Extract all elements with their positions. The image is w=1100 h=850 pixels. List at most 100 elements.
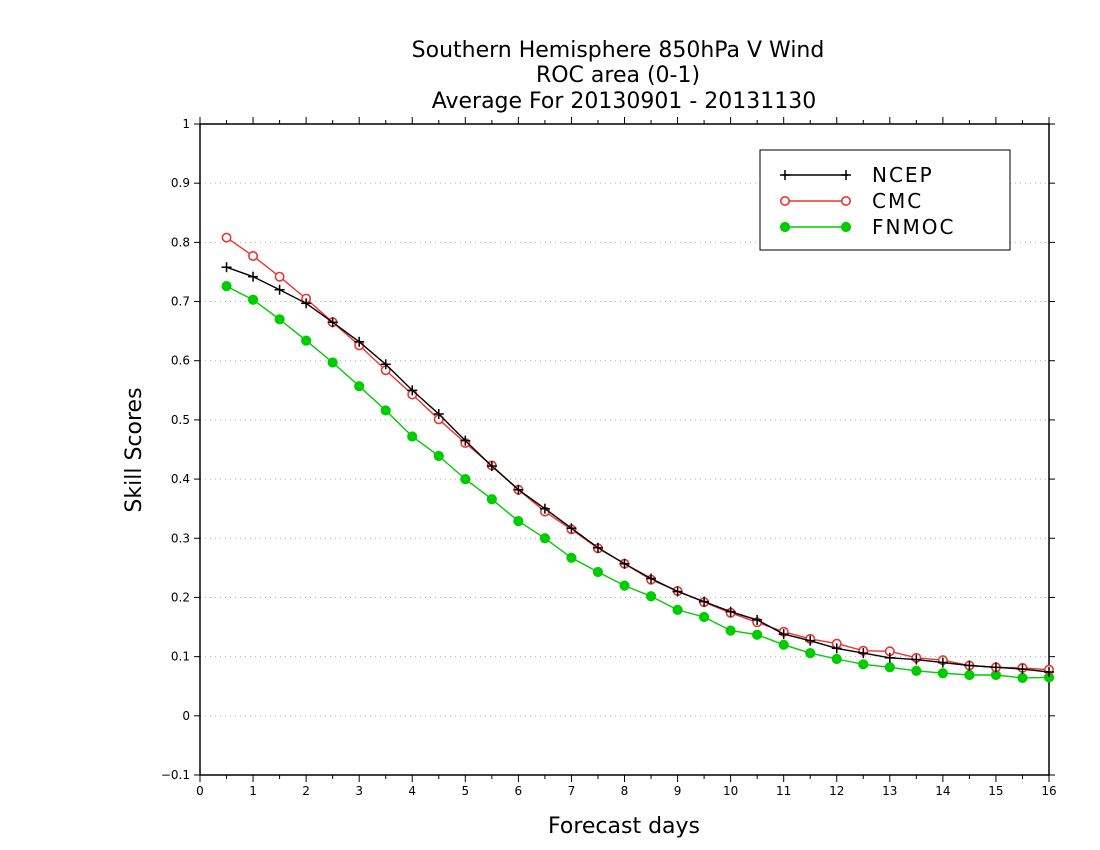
data-point-ncep (937, 657, 948, 668)
x-tick-label: 14 (935, 784, 950, 798)
data-point-cmc (248, 250, 259, 261)
series-line-cmc (226, 237, 1050, 671)
y-tick-label: 0 (182, 709, 190, 723)
data-point-ncep (752, 614, 763, 625)
data-point-ncep (301, 298, 312, 309)
data-point-ncep (911, 654, 922, 665)
data-point-ncep (964, 660, 975, 671)
data-point-fnmoc (486, 494, 497, 505)
data-point-fnmoc (752, 629, 763, 640)
y-tick-label: −0.1 (161, 768, 190, 782)
data-point-ncep (831, 643, 842, 654)
x-tick-label: 7 (568, 784, 576, 798)
data-point-cmc (274, 271, 285, 282)
y-tick-label: 0.7 (171, 295, 190, 309)
data-point-ncep (460, 435, 471, 446)
x-tick-label: 0 (196, 784, 204, 798)
data-point-fnmoc (247, 294, 259, 305)
data-point-fnmoc (1017, 672, 1028, 684)
y-tick-label: 0.6 (171, 354, 190, 368)
data-point-fnmoc (433, 450, 444, 462)
series-line-ncep (226, 266, 1050, 673)
legend-marker-ncep (780, 170, 790, 180)
data-point-fnmoc (407, 431, 418, 442)
legend-marker-cmc (840, 196, 851, 207)
data-point-fnmoc (778, 639, 789, 650)
data-point-ncep (221, 262, 232, 273)
data-point-ncep (433, 408, 444, 419)
data-point-ncep (566, 523, 577, 534)
x-tick-label: 11 (776, 784, 791, 798)
data-point-fnmoc (274, 314, 285, 325)
x-tick-label: 2 (302, 784, 310, 798)
data-point-ncep (354, 336, 365, 347)
data-point-fnmoc (725, 625, 736, 636)
series-ncep (221, 262, 1054, 678)
x-tick-label: 16 (1041, 784, 1056, 798)
x-tick-label: 3 (355, 784, 363, 798)
legend-item-ncep: NCEP (780, 163, 934, 187)
data-point-fnmoc (672, 604, 683, 615)
series-layer (221, 232, 1055, 684)
data-point-fnmoc (513, 516, 524, 527)
y-tick-label: 0.4 (171, 472, 190, 486)
data-point-fnmoc (645, 591, 657, 602)
legend-marker-fnmoc (840, 221, 852, 233)
series-fnmoc (221, 281, 1055, 684)
data-point-fnmoc (805, 647, 816, 659)
data-point-ncep (248, 271, 259, 282)
data-point-fnmoc (354, 381, 365, 392)
data-point-fnmoc (964, 669, 975, 681)
series-cmc (221, 232, 1055, 675)
data-point-fnmoc (566, 552, 577, 563)
data-point-ncep (672, 586, 683, 597)
data-point-ncep (858, 648, 869, 659)
data-point-ncep (778, 629, 789, 640)
y-tick-label: 1 (182, 117, 190, 131)
y-tick-label: 0.1 (171, 650, 190, 664)
chart-title-line-3: Average For 20130901 - 20131130 (432, 89, 817, 114)
data-point-fnmoc (831, 653, 842, 665)
data-point-ncep (274, 284, 285, 295)
y-tick-label: 0.5 (171, 413, 190, 427)
data-point-ncep (407, 385, 418, 396)
legend-box (759, 149, 1011, 251)
data-point-fnmoc (539, 533, 551, 544)
data-point-ncep (1044, 667, 1054, 678)
legend-item-fnmoc: FNMOC (779, 215, 953, 239)
data-point-fnmoc (380, 405, 391, 416)
data-point-ncep (619, 558, 630, 569)
data-point-cmc (221, 232, 232, 243)
y-tick-label: 0.8 (171, 235, 190, 249)
legend-item-cmc: CMC (779, 189, 923, 213)
x-tick-label: 13 (882, 784, 897, 798)
x-tick-label: 6 (515, 784, 523, 798)
data-point-ncep (327, 317, 338, 328)
x-tick-label: 12 (829, 784, 844, 798)
legend-label-ncep: NCEP (872, 163, 934, 187)
data-point-ncep (646, 573, 657, 584)
data-point-ncep (592, 542, 603, 553)
x-tick-label: 5 (461, 784, 469, 798)
data-point-ncep (539, 503, 550, 514)
legend-marker-ncep (841, 170, 851, 180)
data-point-fnmoc (911, 665, 922, 676)
data-point-fnmoc (592, 566, 604, 578)
x-axis-label: Forecast days (548, 814, 700, 839)
data-point-ncep (805, 635, 816, 646)
x-tick-label: 8 (621, 784, 629, 798)
x-tick-label: 4 (408, 784, 416, 798)
data-point-fnmoc (884, 662, 895, 673)
series-line-fnmoc (226, 285, 1050, 679)
data-point-ncep (990, 662, 1001, 673)
data-point-ncep (513, 484, 524, 495)
y-tick-label: 0.2 (171, 590, 190, 604)
legend-label-cmc: CMC (872, 189, 923, 213)
chart-title-line-2: ROC area (0-1) (536, 63, 700, 88)
data-point-ncep (486, 461, 497, 472)
data-point-ncep (1017, 664, 1028, 675)
x-tick-label: 1 (249, 784, 257, 798)
grid-layer (200, 182, 1049, 717)
